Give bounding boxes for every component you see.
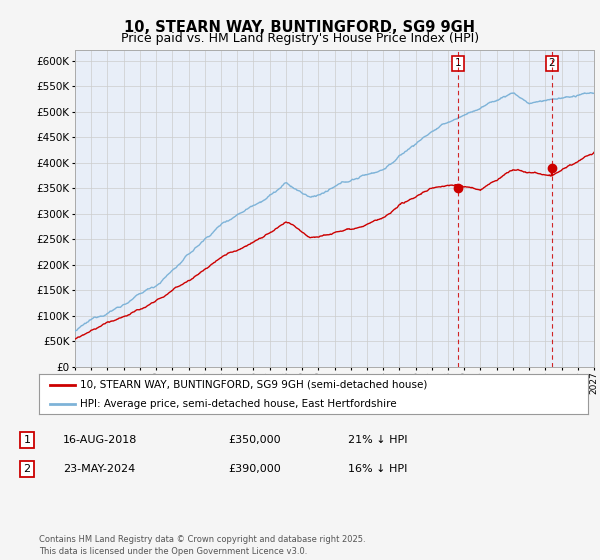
Text: 16% ↓ HPI: 16% ↓ HPI — [348, 464, 407, 474]
Text: 1: 1 — [455, 58, 461, 68]
Text: £350,000: £350,000 — [228, 435, 281, 445]
Text: 10, STEARN WAY, BUNTINGFORD, SG9 9GH: 10, STEARN WAY, BUNTINGFORD, SG9 9GH — [125, 20, 476, 35]
Text: 23-MAY-2024: 23-MAY-2024 — [63, 464, 135, 474]
Text: 10, STEARN WAY, BUNTINGFORD, SG9 9GH (semi-detached house): 10, STEARN WAY, BUNTINGFORD, SG9 9GH (se… — [80, 380, 428, 390]
Text: Contains HM Land Registry data © Crown copyright and database right 2025.
This d: Contains HM Land Registry data © Crown c… — [39, 535, 365, 556]
Text: 21% ↓ HPI: 21% ↓ HPI — [348, 435, 407, 445]
Text: 16-AUG-2018: 16-AUG-2018 — [63, 435, 137, 445]
Text: £390,000: £390,000 — [228, 464, 281, 474]
Text: HPI: Average price, semi-detached house, East Hertfordshire: HPI: Average price, semi-detached house,… — [80, 399, 397, 408]
Text: 2: 2 — [23, 464, 31, 474]
Text: 2: 2 — [548, 58, 555, 68]
Text: 1: 1 — [23, 435, 31, 445]
Text: Price paid vs. HM Land Registry's House Price Index (HPI): Price paid vs. HM Land Registry's House … — [121, 32, 479, 45]
